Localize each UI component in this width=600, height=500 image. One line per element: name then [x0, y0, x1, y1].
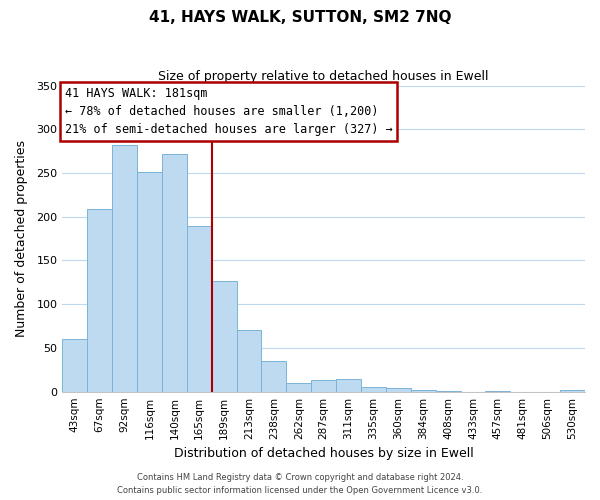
Title: Size of property relative to detached houses in Ewell: Size of property relative to detached ho…	[158, 70, 489, 83]
Bar	[560, 390, 585, 392]
Text: 41, HAYS WALK, SUTTON, SM2 7NQ: 41, HAYS WALK, SUTTON, SM2 7NQ	[149, 10, 451, 25]
Bar	[187, 226, 212, 392]
Bar	[411, 390, 436, 392]
Bar	[336, 380, 361, 392]
Bar	[311, 380, 336, 392]
Bar	[262, 361, 286, 392]
Bar	[162, 154, 187, 392]
X-axis label: Distribution of detached houses by size in Ewell: Distribution of detached houses by size …	[174, 447, 473, 460]
Text: 41 HAYS WALK: 181sqm
← 78% of detached houses are smaller (1,200)
21% of semi-de: 41 HAYS WALK: 181sqm ← 78% of detached h…	[65, 87, 392, 136]
Text: Contains HM Land Registry data © Crown copyright and database right 2024.
Contai: Contains HM Land Registry data © Crown c…	[118, 474, 482, 495]
Bar	[87, 209, 112, 392]
Bar	[485, 391, 511, 392]
Y-axis label: Number of detached properties: Number of detached properties	[15, 140, 28, 337]
Bar	[436, 391, 461, 392]
Bar	[112, 145, 137, 392]
Bar	[361, 388, 386, 392]
Bar	[62, 339, 87, 392]
Bar	[386, 388, 411, 392]
Bar	[286, 383, 311, 392]
Bar	[236, 330, 262, 392]
Bar	[212, 282, 236, 392]
Bar	[137, 172, 162, 392]
